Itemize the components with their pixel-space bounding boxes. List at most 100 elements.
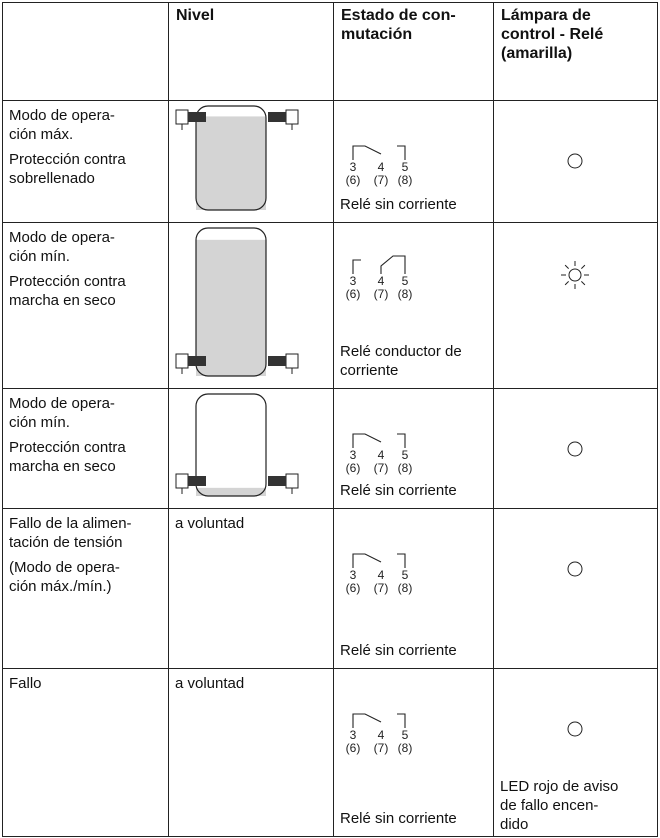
terminal-label: 5	[402, 274, 409, 288]
terminal-label: 5	[402, 568, 409, 582]
relay-state: Relé sin corriente	[340, 810, 457, 827]
shape	[352, 259, 361, 274]
relay-state: Relé sin corriente	[340, 642, 457, 659]
terminal-label: (8)	[398, 581, 413, 595]
terminal-label: 3	[350, 728, 357, 742]
shape	[397, 433, 406, 448]
row-border	[2, 668, 658, 669]
relay-diagram: 3(6) 4(7) 5(8)	[346, 255, 413, 301]
control-lamp	[567, 153, 583, 169]
terminal-label: 4	[378, 160, 385, 174]
row-label: marcha en seco	[9, 458, 116, 475]
terminal-label: 5	[402, 160, 409, 174]
level-text: a voluntad	[175, 675, 245, 692]
shape	[285, 473, 299, 489]
row-label: Protección contra	[9, 151, 126, 168]
terminal-label: (8)	[398, 741, 413, 755]
shape	[564, 281, 569, 286]
relay-diagram: 3(6) 4(7) 5(8)	[346, 433, 413, 475]
header-lamp: (amarilla)	[501, 45, 573, 62]
control-lamp	[561, 261, 589, 289]
row-label: Fallo	[9, 675, 42, 692]
lamp-note: LED rojo de aviso	[500, 778, 619, 795]
terminal-label: (8)	[398, 287, 413, 301]
shape	[195, 227, 267, 377]
shape	[567, 561, 583, 577]
shape	[352, 713, 382, 728]
shape	[268, 356, 286, 366]
shape	[567, 153, 583, 169]
shape	[175, 473, 189, 489]
row-label: ción mín.	[9, 414, 70, 431]
shape	[196, 239, 266, 376]
row-label: Fallo de la alimen-	[9, 515, 132, 532]
terminal-label: 4	[378, 728, 385, 742]
control-lamp	[567, 721, 583, 737]
tank	[175, 105, 299, 211]
terminal-label: (6)	[346, 287, 361, 301]
terminal-label: (6)	[346, 581, 361, 595]
row-label: tación de tensión	[9, 534, 123, 551]
tank	[175, 393, 299, 497]
header-level: Nivel	[176, 7, 215, 24]
terminal-label: (6)	[346, 461, 361, 475]
shape	[352, 145, 382, 160]
column-border	[168, 2, 169, 837]
terminal-label: 4	[378, 448, 385, 462]
shape	[196, 487, 266, 496]
column-border	[493, 2, 494, 837]
row-label: Protección contra	[9, 273, 126, 290]
terminal-label: 5	[402, 728, 409, 742]
shape	[581, 264, 586, 269]
row-label: marcha en seco	[9, 292, 116, 309]
terminal-label: (6)	[346, 173, 361, 187]
row-border	[2, 100, 658, 101]
header-switching: Estado de con-	[341, 7, 456, 24]
terminal-label: (7)	[374, 461, 389, 475]
tank	[175, 227, 299, 377]
relay-state: Relé sin corriente	[340, 196, 457, 213]
terminal-label: (7)	[374, 581, 389, 595]
terminal-label: (8)	[398, 173, 413, 187]
shape	[188, 112, 206, 122]
shape	[397, 713, 406, 728]
control-lamp	[567, 441, 583, 457]
row-label: (Modo de opera-	[9, 559, 120, 576]
shape	[352, 553, 382, 568]
relay-state: corriente	[340, 362, 399, 379]
header-lamp: control - Relé	[501, 26, 604, 43]
shape	[188, 356, 206, 366]
column-border	[333, 2, 334, 837]
terminal-label: 3	[350, 274, 357, 288]
lamp-note: de fallo encen-	[500, 797, 599, 814]
row-label: Protección contra	[9, 439, 126, 456]
shape	[195, 105, 267, 211]
shape	[195, 393, 267, 497]
terminal-label: (6)	[346, 741, 361, 755]
row-border	[2, 2, 658, 3]
shape	[175, 109, 189, 125]
terminal-label: (7)	[374, 173, 389, 187]
terminal-label: (7)	[374, 741, 389, 755]
row-border	[2, 222, 658, 223]
row-label: ción mín.	[9, 248, 70, 265]
shape	[380, 255, 406, 274]
shape	[581, 281, 586, 286]
row-label: ción máx./mín.)	[9, 578, 112, 595]
relay-diagram: 3(6) 4(7) 5(8)	[346, 713, 413, 755]
control-lamp	[567, 561, 583, 577]
shape	[397, 553, 406, 568]
shape	[567, 721, 583, 737]
relay-state: Relé sin corriente	[340, 482, 457, 499]
row-border	[2, 508, 658, 509]
terminal-label: (8)	[398, 461, 413, 475]
terminal-label: 4	[378, 274, 385, 288]
row-label: ción máx.	[9, 126, 74, 143]
shape	[397, 145, 406, 160]
terminal-label: (7)	[374, 287, 389, 301]
shape	[268, 476, 286, 486]
shape	[175, 353, 189, 369]
shape	[568, 268, 582, 282]
lamp-note: dido	[500, 816, 529, 833]
